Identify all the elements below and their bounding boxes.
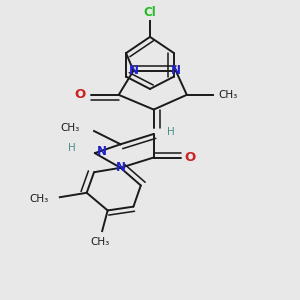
Text: H: H [167, 128, 174, 137]
Text: O: O [185, 151, 196, 164]
Text: O: O [74, 88, 86, 101]
Text: H: H [68, 143, 76, 153]
Text: N: N [116, 161, 126, 174]
Text: N: N [171, 64, 181, 77]
Text: N: N [128, 64, 138, 77]
Text: CH₃: CH₃ [61, 123, 80, 133]
Text: N: N [97, 145, 107, 158]
Text: CH₃: CH₃ [29, 194, 49, 204]
Text: Cl: Cl [144, 6, 156, 19]
Text: CH₃: CH₃ [218, 90, 237, 100]
Text: CH₃: CH₃ [91, 237, 110, 247]
